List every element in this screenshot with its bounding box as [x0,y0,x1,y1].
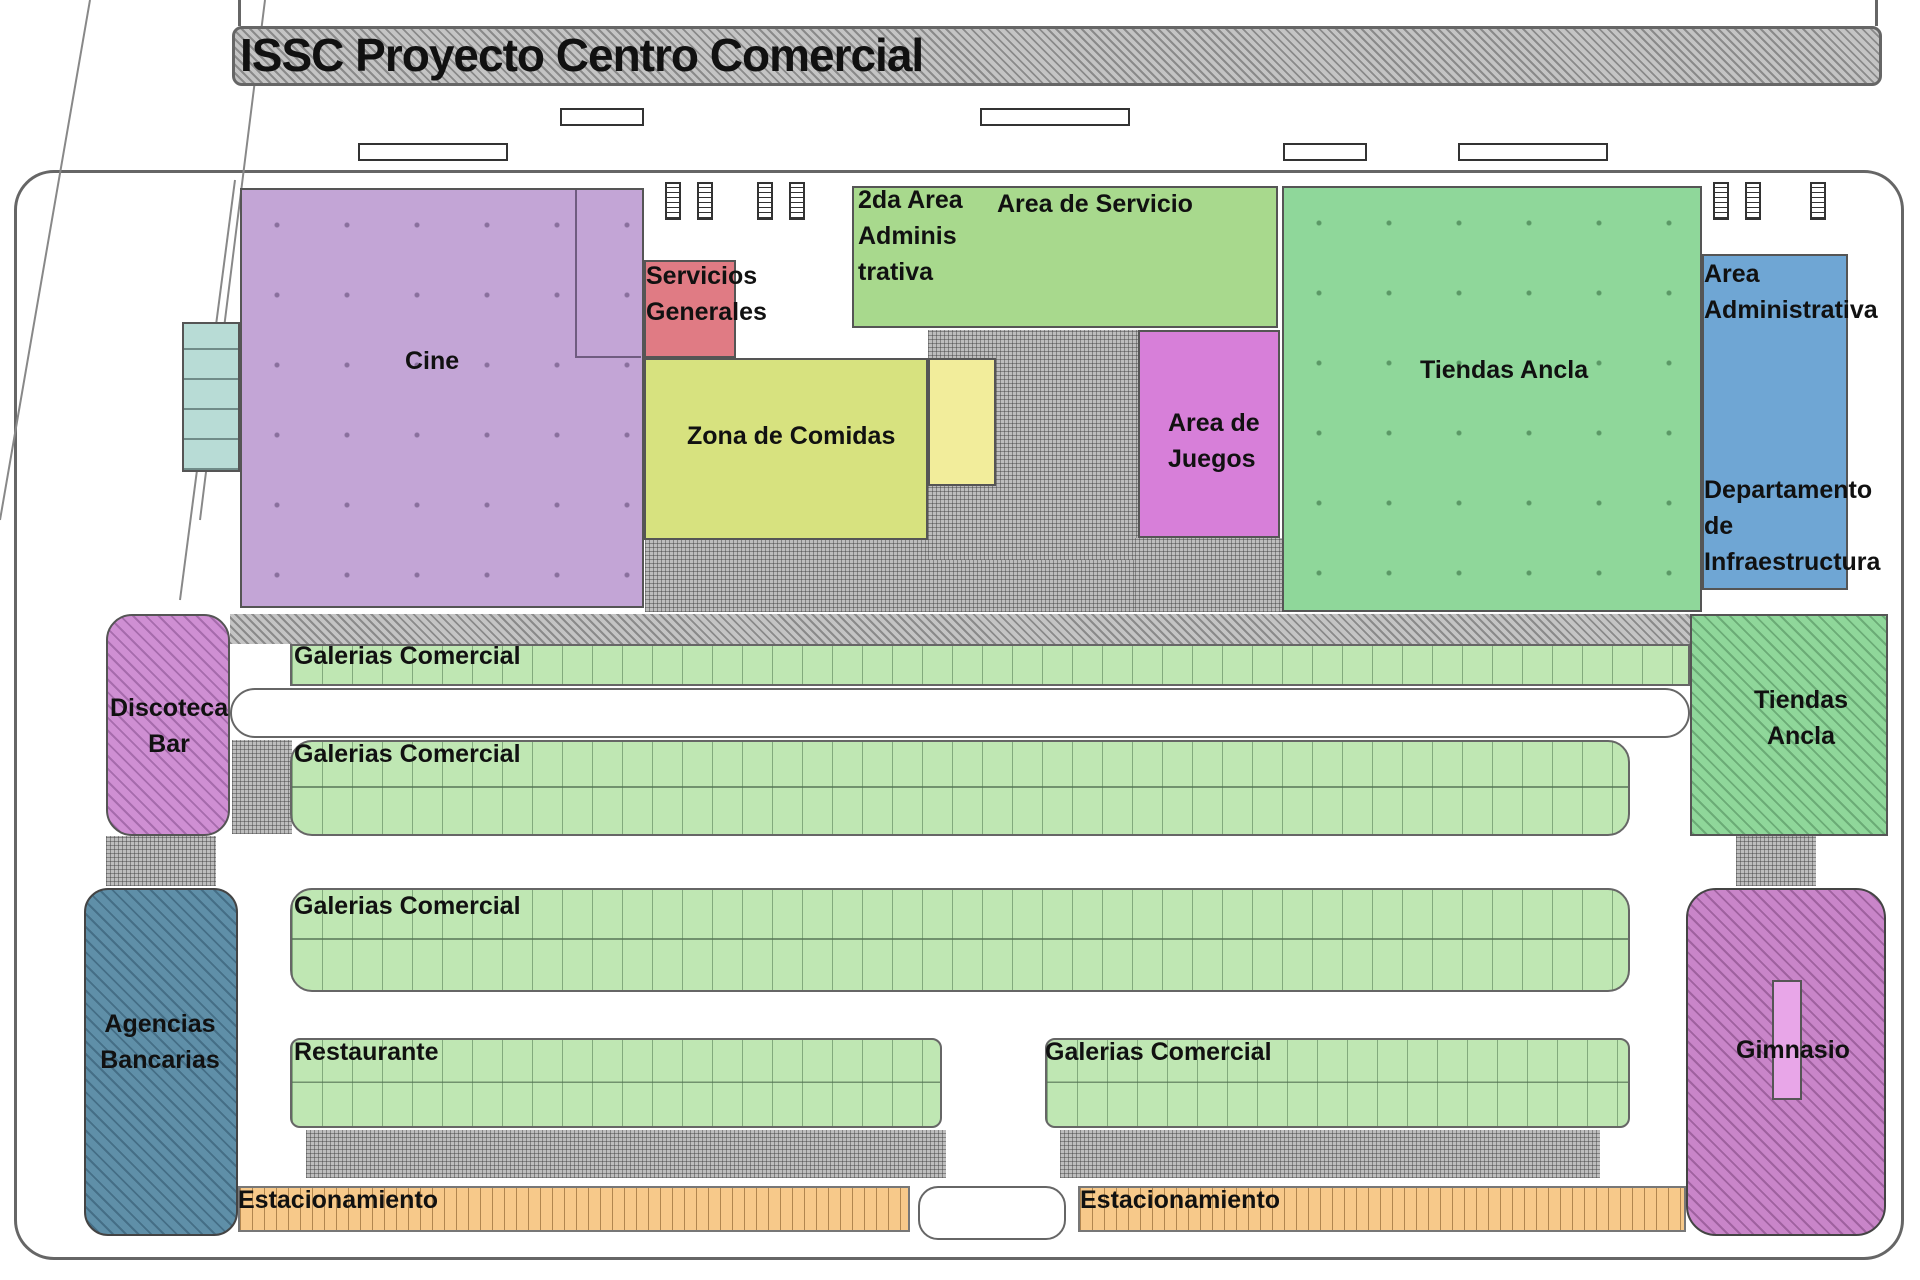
gimnasio-inner [1772,980,1802,1100]
label-segunda-area-administrativa: 2da Area Adminis trativa [858,186,963,286]
servicios-generales-zone [644,260,736,358]
label-galerias-3: Galerias Comercial [294,892,521,920]
entrance-symbol [560,108,644,126]
restaurante-row [290,1038,942,1128]
side-stair-block [182,322,240,472]
label-restaurante: Restaurante [294,1038,439,1066]
entrance-symbol [980,108,1130,126]
area-de-juegos-zone [1138,330,1280,538]
stairs-symbol [697,182,713,220]
parking-divider [918,1186,1066,1240]
top-street-edge [238,0,1878,26]
estacionamiento-right [1078,1186,1686,1232]
map-title: ISSC Proyecto Centro Comercial [240,29,924,81]
stairs-symbol [1810,182,1826,220]
discoteca-bar-zone [106,614,230,836]
label-discoteca-bar: Discoteca Bar [110,694,229,758]
label-galerias-1: Galerias Comercial [294,642,521,670]
walkway-left-1 [232,740,292,834]
galerias-comercial-row-3 [290,888,1630,992]
area-administrativa-zone [1702,254,1848,590]
galerias-comercial-row-4 [1045,1038,1630,1128]
area-de-servicio-zone [852,186,1278,328]
stairs-symbol [665,182,681,220]
galerias-comercial-row-1 [290,644,1690,686]
stairs-symbol [757,182,773,220]
stairs-symbol [1713,182,1729,220]
label-galerias-2: Galerias Comercial [294,740,521,768]
label-tiendas-ancla-main: Tiendas Ancla [1420,356,1589,384]
label-cine: Cine [405,347,460,375]
entrance-symbol [358,143,508,161]
upper-walkway [230,614,1690,644]
estacionamiento-left [238,1186,910,1232]
connector-right [1736,836,1816,886]
connector-left [106,836,216,886]
road-1 [230,688,1690,738]
agencias-bancarias-zone [84,888,238,1236]
label-gimnasio: Gimnasio [1736,1036,1850,1064]
lower-walkway-right [1060,1130,1600,1178]
label-zona-de-comidas: Zona de Comidas [687,422,896,450]
lower-walkway-left [306,1130,946,1178]
top-street [232,26,1882,86]
label-area-administrativa: Area Administrativa [1704,260,1878,324]
label-estacionamiento-2: Estacionamiento [1080,1186,1281,1214]
label-area-de-servicio: Area de Servicio [997,190,1193,218]
stairs-symbol [789,182,805,220]
gimnasio-zone [1686,888,1886,1236]
entrance-symbol [1283,143,1367,161]
label-servicios-generales: Servicios Generales [646,262,767,326]
food-kiosk [928,358,996,486]
label-departamento-infraestructura: Departamento de Infraestructura [1704,476,1881,576]
label-agencias-bancarias: Agencias Bancarias [100,1010,220,1074]
label-tiendas-ancla-side: Tiendas Ancla [1753,686,1849,750]
zona-de-comidas-zone [644,358,928,540]
cine-inner-room [575,190,641,358]
galerias-comercial-row-2 [290,740,1630,836]
central-corridor [645,540,1140,612]
label-galerias-4: Galerias Comercial [1045,1038,1272,1066]
label-estacionamiento-1: Estacionamiento [238,1186,439,1214]
entrance-symbol [1458,143,1608,161]
label-area-de-juegos: Area de Juegos [1168,409,1260,473]
tiendas-ancla-main-zone [1282,186,1702,612]
stairs-symbol [1745,182,1761,220]
tiendas-ancla-side-zone [1690,614,1888,836]
